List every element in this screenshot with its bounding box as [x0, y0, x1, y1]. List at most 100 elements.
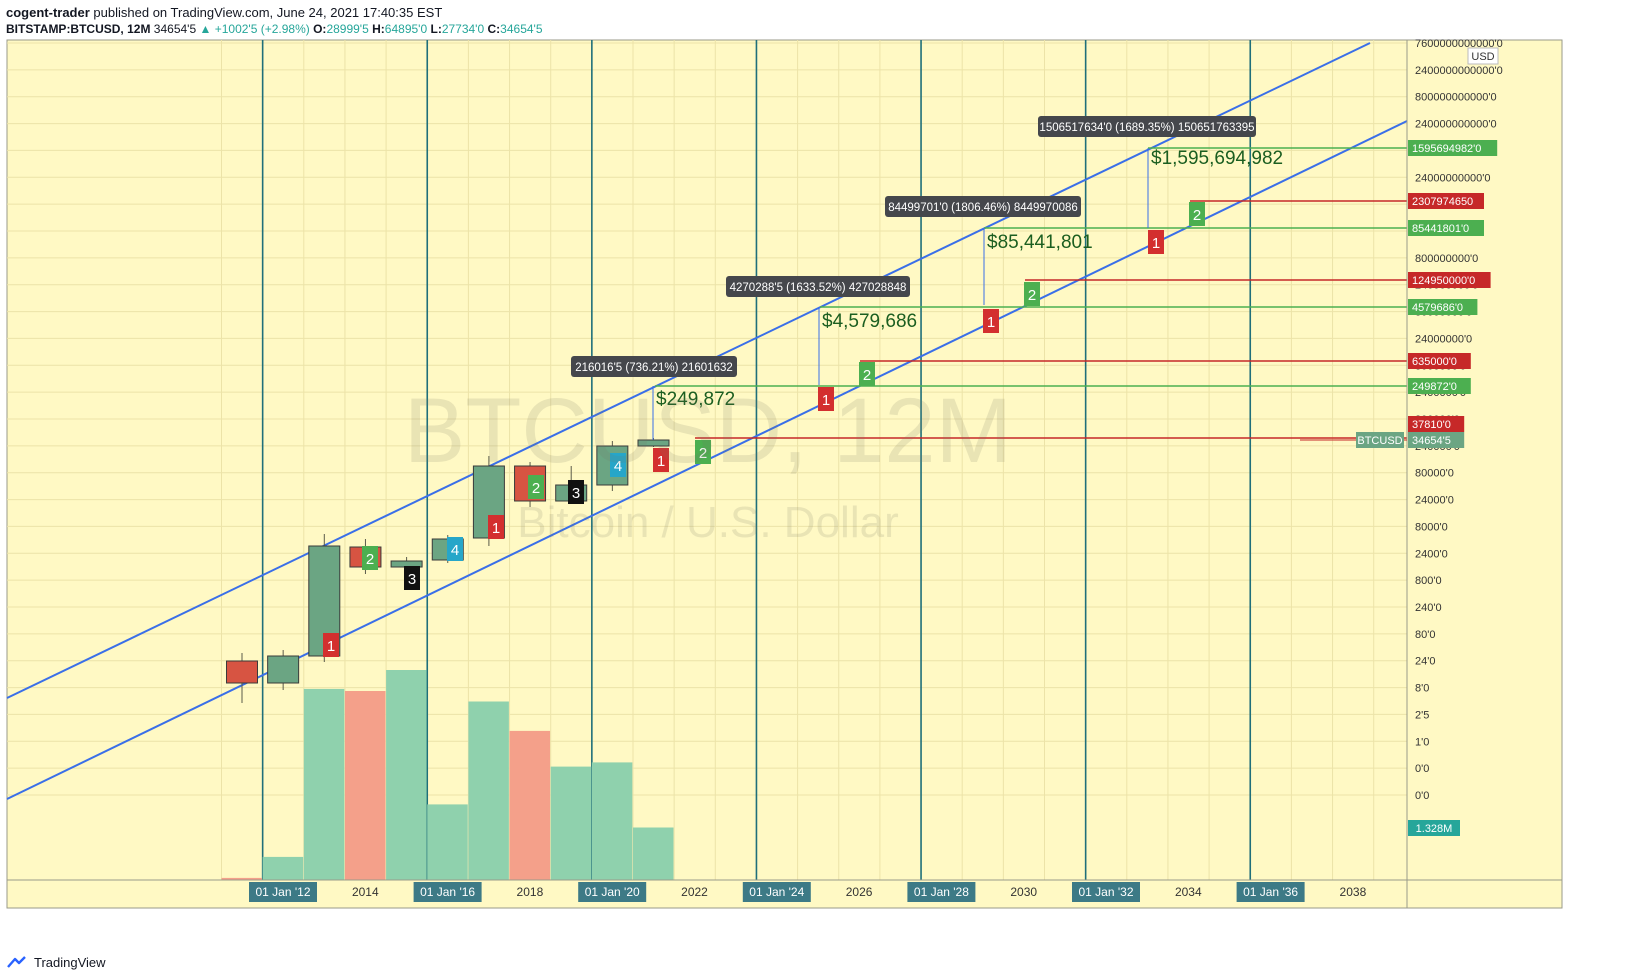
- price-axis-label: 0'0: [1415, 790, 1429, 802]
- time-axis-label: 2034: [1175, 885, 1202, 899]
- price-tag-label: 4579686'0: [1412, 302, 1463, 314]
- low-label: L:: [430, 22, 442, 36]
- price-axis-label: 1'0: [1415, 736, 1429, 748]
- price-tag-label: 85441801'0: [1412, 223, 1469, 235]
- time-axis-label: 2038: [1340, 885, 1367, 899]
- tradingview-logo-icon: [7, 956, 26, 968]
- time-axis-label: 01 Jan '24: [749, 885, 804, 899]
- time-axis-label: 01 Jan '32: [1078, 885, 1133, 899]
- cycle-marker-label: 1: [657, 453, 665, 470]
- cycle-marker-label: 3: [572, 485, 580, 502]
- cycle-marker-box: [983, 309, 999, 333]
- time-axis-label: 01 Jan '36: [1243, 885, 1298, 899]
- price-axis-label: 800000000000'0: [1415, 92, 1497, 104]
- measure-box: [571, 356, 737, 377]
- cycle-marker: 1: [488, 515, 504, 539]
- cycle-marker-label: 4: [614, 458, 622, 475]
- price-axis-label: 2'5: [1415, 709, 1429, 721]
- volume-bar: [303, 688, 345, 880]
- cycle-marker: 3: [404, 566, 420, 590]
- footer: TradingView: [6, 952, 106, 972]
- time-axis-label: 01 Jan '16: [420, 885, 475, 899]
- ohlc-legend: BITSTAMP:BTCUSD, 12M 34654'5 ▲ +1002'5 (…: [6, 21, 1606, 38]
- price-tag-label: 249872'0: [1412, 381, 1457, 393]
- measure-box: [885, 196, 1081, 217]
- volume-bar: [633, 827, 674, 880]
- cycle-marker: 4: [447, 537, 463, 561]
- measure-target: $1,595,694,982: [1151, 148, 1283, 169]
- price-tag-label: 124950000'0: [1412, 275, 1475, 287]
- publisher-name[interactable]: cogent-trader: [6, 5, 90, 20]
- measure-target: $249,872: [656, 389, 735, 410]
- cycle-marker-box: [653, 448, 669, 472]
- last-price: 34654'5: [153, 22, 197, 36]
- cycle-marker-box: [488, 515, 504, 539]
- time-axis-label: 01 Jan '20: [585, 885, 640, 899]
- cycle-marker-box: [1148, 230, 1164, 254]
- cycle-marker: 1: [323, 633, 339, 657]
- publish-details: published on TradingView.com, June 24, 2…: [93, 5, 443, 20]
- time-axis-label: 2018: [517, 885, 544, 899]
- cycle-marker-label: 2: [863, 367, 871, 384]
- cycle-marker-box: [404, 566, 420, 590]
- publish-info: cogent-trader published on TradingView.c…: [6, 4, 1606, 21]
- price-axis-label: 24000000'0: [1415, 333, 1472, 345]
- chart-header: cogent-trader published on TradingView.c…: [6, 4, 1606, 38]
- plot-background: [6, 39, 1563, 909]
- cycle-marker-box: [610, 453, 626, 477]
- price-tag-box: [1408, 378, 1471, 394]
- time-axis-highlight: [413, 882, 482, 902]
- measure-target: $4,579,686: [822, 311, 917, 332]
- price-axis-label: 800'0: [1415, 575, 1442, 587]
- watermark-symbol: BTCUSD, 12M: [404, 380, 1012, 482]
- cycle-marker-box: [1189, 202, 1205, 226]
- time-axis-label: 2014: [352, 885, 379, 899]
- price-tag-box: [1408, 193, 1484, 209]
- measure-box: [1038, 116, 1256, 137]
- change-up-icon: ▲: [199, 22, 212, 36]
- price-chart[interactable]: 1 2 3 4 1 2 3 4 1 2 1 2 1 2 1 2 216016'5 (736.21%) 21601…: [0, 0, 1627, 950]
- low-value: 27734'0: [441, 22, 485, 36]
- high-label: H:: [372, 22, 385, 36]
- cycle-marker-label: 3: [408, 571, 416, 588]
- time-axis-label: 01 Jan '28: [914, 885, 969, 899]
- measure-label: 84499701'0 (1806.46%) 8449970086: [888, 202, 1078, 214]
- tradingview-brand[interactable]: TradingView: [34, 954, 106, 970]
- cycle-marker-label: 1: [492, 520, 500, 537]
- time-axis-highlight: [578, 882, 647, 902]
- price-tag-label: 2307974650: [1412, 196, 1473, 208]
- symbol-label[interactable]: BITSTAMP:BTCUSD, 12M: [6, 22, 151, 36]
- cycle-marker-box: [695, 440, 711, 464]
- price-axis-label: 7600000000000'0: [1415, 38, 1503, 50]
- volume-bar: [344, 691, 386, 880]
- price-tag-label: 1595694982'0: [1412, 143, 1481, 155]
- currency-label: USD: [1471, 51, 1494, 63]
- currency-box: [1467, 47, 1499, 65]
- price-axis-label: 240'0: [1415, 602, 1442, 614]
- volume-bar: [262, 856, 304, 880]
- time-axis-highlight: [249, 882, 317, 902]
- cycle-marker-box: [447, 537, 463, 561]
- volume-bar: [386, 670, 427, 880]
- volume-bar: [509, 730, 551, 880]
- price-axis-label: 240000000000'0: [1415, 119, 1497, 131]
- price-tag-box: [1408, 432, 1465, 448]
- measure-label: 216016'5 (736.21%) 21601632: [575, 362, 733, 374]
- price-tag-box: [1408, 299, 1478, 315]
- cycle-marker: 1: [1148, 230, 1164, 254]
- price-axis-label: 24'0: [1415, 656, 1435, 668]
- cycle-marker-box: [362, 546, 378, 570]
- price-tag-box: [1408, 140, 1498, 156]
- price-axis-label: 800000000'0: [1415, 253, 1478, 265]
- price-axis-label: 8'0: [1415, 683, 1429, 695]
- price-tag-label: 34654'5: [1412, 435, 1451, 447]
- candle-body: [226, 660, 258, 684]
- volume-bar: [550, 766, 592, 880]
- time-axis-highlight: [742, 882, 811, 902]
- cycle-marker-label: 1: [822, 392, 830, 409]
- price-tag-box: [1408, 416, 1465, 432]
- cycle-marker-label: 1: [1152, 235, 1160, 252]
- cycle-marker-box: [323, 633, 339, 657]
- cycle-marker-box: [1024, 282, 1040, 306]
- symbol-tag-box: [1356, 432, 1404, 448]
